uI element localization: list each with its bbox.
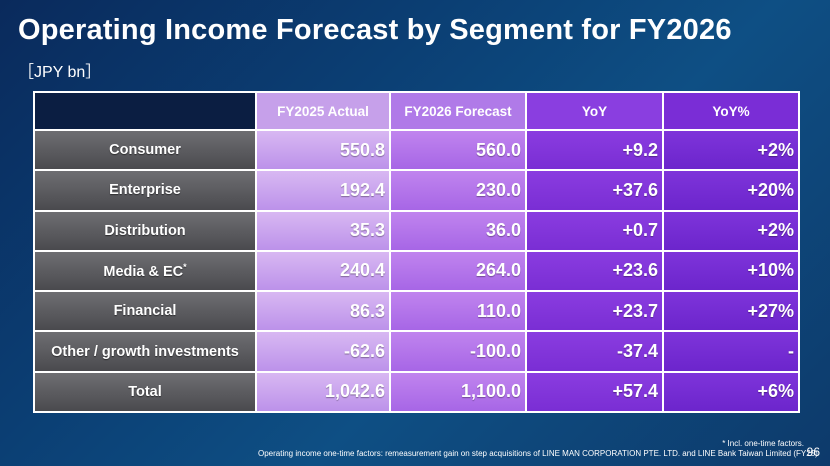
yoy-value: +23.6: [525, 249, 664, 293]
yoy-pct-value: -: [662, 330, 800, 373]
fy2025-value: 192.4: [255, 169, 391, 212]
yoy-value: +57.4: [525, 370, 664, 414]
fy2025-value: 86.3: [255, 290, 391, 333]
footnote-marker: *: [183, 262, 187, 273]
segment-label: Distribution: [33, 209, 257, 252]
yoy-pct-value: +20%: [662, 169, 800, 212]
segment-forecast-table: FY2025 Actual FY2026 Forecast YoY YoY% C…: [33, 91, 800, 414]
segment-label: Total: [33, 370, 257, 414]
yoy-value: -37.4: [525, 330, 664, 373]
fy2026-value: 1,100.0: [389, 370, 527, 414]
asterisk-footnote: * Incl. one-time factors.: [722, 439, 804, 448]
segment-label: Enterprise: [33, 169, 257, 212]
segment-label: Consumer: [33, 128, 257, 172]
header-yoy-pct: YoY%: [662, 91, 800, 131]
fy2025-value: 1,042.6: [255, 370, 391, 414]
yoy-value: +0.7: [525, 209, 664, 252]
yoy-value: +23.7: [525, 290, 664, 333]
table-row: Distribution 35.3 36.0 +0.7 +2%: [33, 209, 800, 252]
table-header-row: FY2025 Actual FY2026 Forecast YoY YoY%: [33, 91, 800, 131]
table-row-total: Total 1,042.6 1,100.0 +57.4 +6%: [33, 370, 800, 414]
header-yoy: YoY: [525, 91, 664, 131]
header-fy2026-forecast: FY2026 Forecast: [389, 91, 527, 131]
segment-label: Financial: [33, 290, 257, 333]
segment-label: Media & EC*: [33, 249, 257, 293]
fy2026-value: 110.0: [389, 290, 527, 333]
slide-title: Operating Income Forecast by Segment for…: [18, 14, 732, 46]
fy2026-value: 264.0: [389, 249, 527, 293]
fy2026-value: 36.0: [389, 209, 527, 252]
table-row: Enterprise 192.4 230.0 +37.6 +20%: [33, 169, 800, 212]
page-number: 96: [806, 445, 820, 459]
yoy-pct-value: +10%: [662, 249, 800, 293]
table-row: Consumer 550.8 560.0 +9.2 +2%: [33, 128, 800, 172]
one-time-factors-footnote: Operating income one-time factors: remea…: [258, 449, 818, 458]
table-row: Financial 86.3 110.0 +23.7 +27%: [33, 290, 800, 333]
segment-label: Other / growth investments: [33, 330, 257, 373]
unit-label: ［JPY bn］: [18, 64, 102, 81]
header-corner: [33, 91, 257, 131]
yoy-pct-value: +27%: [662, 290, 800, 333]
fy2025-value: -62.6: [255, 330, 391, 373]
fy2026-value: 560.0: [389, 128, 527, 172]
fy2026-value: -100.0: [389, 330, 527, 373]
yoy-pct-value: +6%: [662, 370, 800, 414]
fy2025-value: 240.4: [255, 249, 391, 293]
header-fy2025-actual: FY2025 Actual: [255, 91, 391, 131]
yoy-pct-value: +2%: [662, 209, 800, 252]
yoy-value: +37.6: [525, 169, 664, 212]
yoy-value: +9.2: [525, 128, 664, 172]
yoy-pct-value: +2%: [662, 128, 800, 172]
fy2025-value: 35.3: [255, 209, 391, 252]
table-row: Media & EC* 240.4 264.0 +23.6 +10%: [33, 249, 800, 293]
table-row: Other / growth investments -62.6 -100.0 …: [33, 330, 800, 373]
fy2025-value: 550.8: [255, 128, 391, 172]
fy2026-value: 230.0: [389, 169, 527, 212]
